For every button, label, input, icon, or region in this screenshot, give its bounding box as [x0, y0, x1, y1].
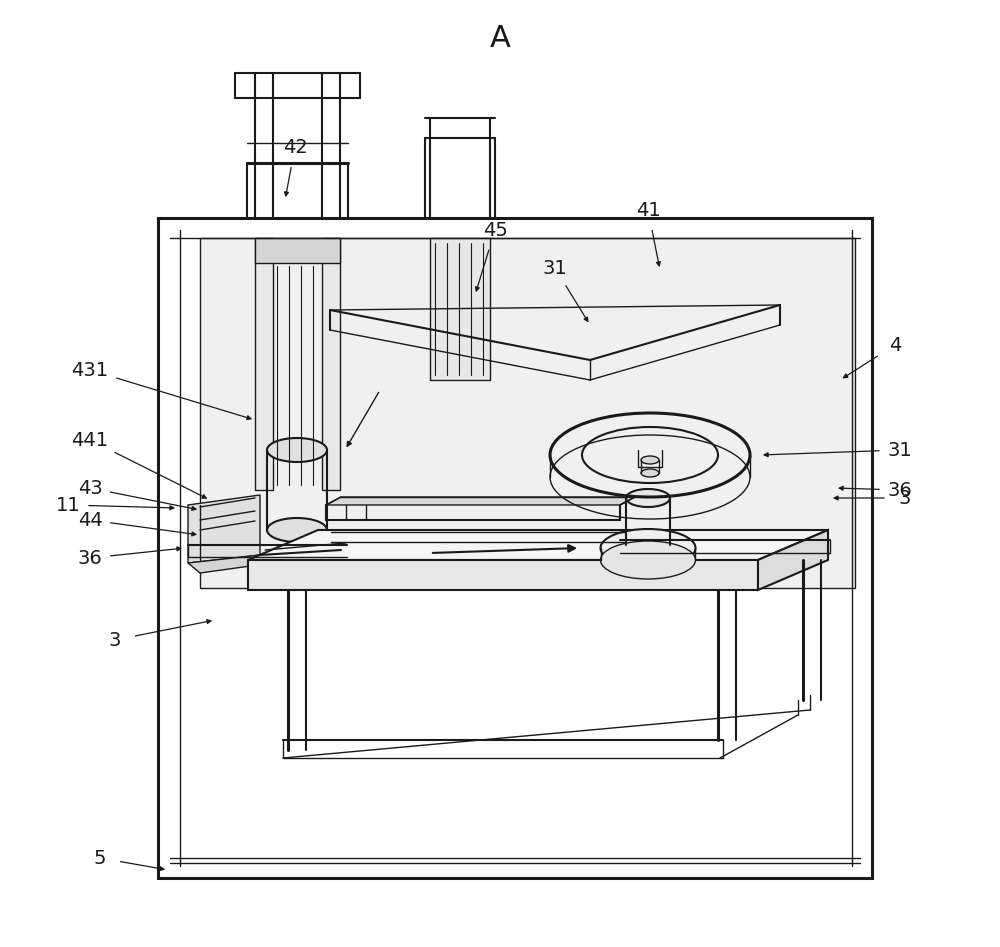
Polygon shape — [326, 497, 635, 505]
Polygon shape — [188, 555, 272, 573]
Ellipse shape — [267, 518, 327, 542]
Ellipse shape — [267, 438, 327, 462]
Ellipse shape — [600, 541, 696, 579]
Text: 31: 31 — [543, 259, 567, 277]
Polygon shape — [430, 238, 490, 380]
Text: 5: 5 — [94, 849, 106, 867]
Text: 45: 45 — [483, 221, 507, 240]
Ellipse shape — [641, 469, 659, 477]
Text: 3: 3 — [109, 631, 121, 650]
Polygon shape — [255, 238, 340, 263]
Ellipse shape — [626, 536, 670, 554]
Polygon shape — [248, 530, 828, 560]
Text: 36: 36 — [888, 480, 912, 499]
Ellipse shape — [600, 529, 696, 567]
Text: 42: 42 — [283, 137, 307, 156]
Text: 41: 41 — [636, 201, 660, 220]
Text: 43: 43 — [78, 478, 102, 497]
Text: 31: 31 — [888, 440, 912, 459]
Polygon shape — [248, 560, 758, 590]
Text: 4: 4 — [889, 335, 901, 354]
Text: 441: 441 — [71, 431, 109, 450]
Ellipse shape — [626, 489, 670, 507]
Ellipse shape — [641, 456, 659, 464]
Text: 11: 11 — [56, 495, 80, 514]
Polygon shape — [758, 530, 828, 590]
Text: A: A — [490, 24, 510, 52]
Polygon shape — [188, 495, 260, 563]
Text: 44: 44 — [78, 510, 102, 529]
Text: 36: 36 — [78, 548, 102, 567]
Polygon shape — [255, 238, 273, 490]
Text: 3: 3 — [899, 489, 911, 508]
Polygon shape — [322, 238, 340, 490]
Text: 431: 431 — [71, 361, 109, 380]
Polygon shape — [200, 238, 855, 588]
